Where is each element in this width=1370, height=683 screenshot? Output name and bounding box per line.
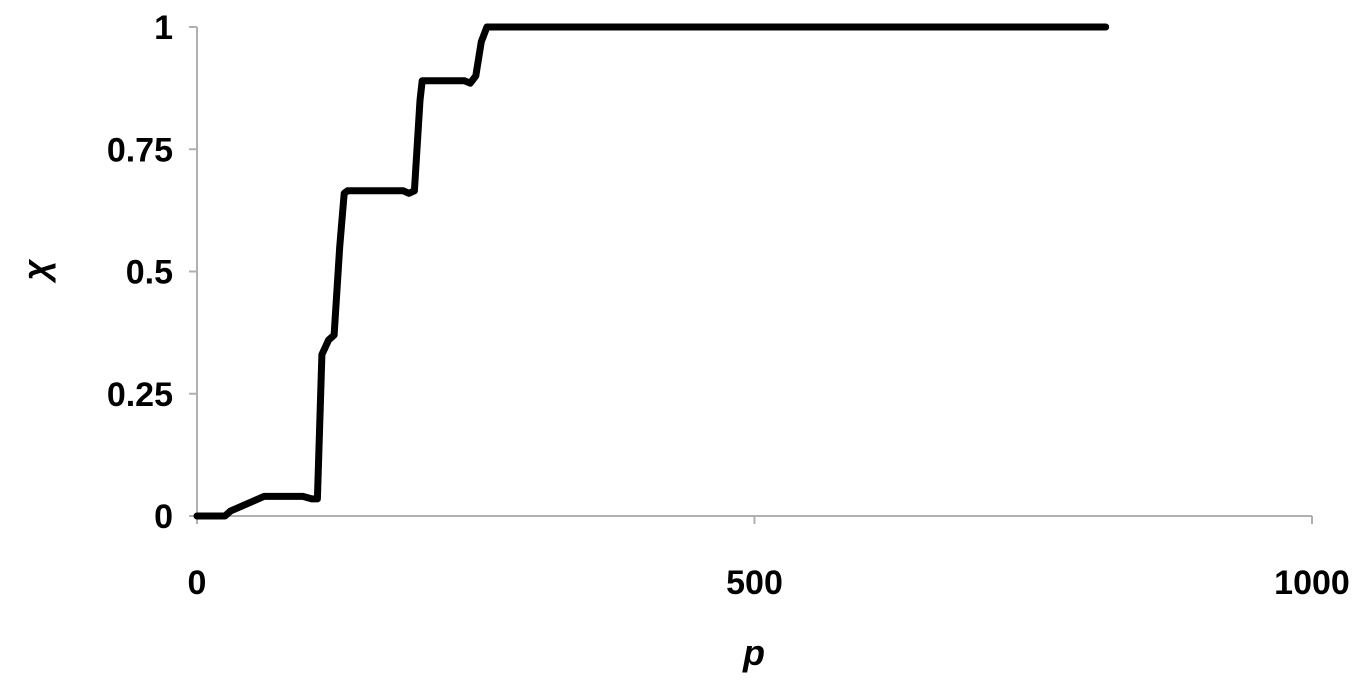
y-tick-label: 0: [154, 498, 173, 536]
x-axis-label: p: [742, 632, 765, 673]
x-tick-label: 0: [188, 564, 207, 602]
axes: [189, 27, 1312, 524]
x-tick-label: 1000: [1274, 564, 1350, 602]
y-tick-label: 1: [154, 9, 173, 47]
y-axis-label: χ: [15, 258, 56, 284]
x-tick-label: 500: [726, 564, 783, 602]
y-tick-label: 0.75: [107, 131, 173, 169]
series-line: [193, 23, 1110, 520]
ticks: 0 0.25 0.5 0.75 1 0 500 1000: [107, 9, 1350, 602]
series-layer: [193, 23, 1110, 520]
y-tick-label: 0.25: [107, 376, 173, 414]
y-tick-label: 0.5: [126, 254, 173, 292]
